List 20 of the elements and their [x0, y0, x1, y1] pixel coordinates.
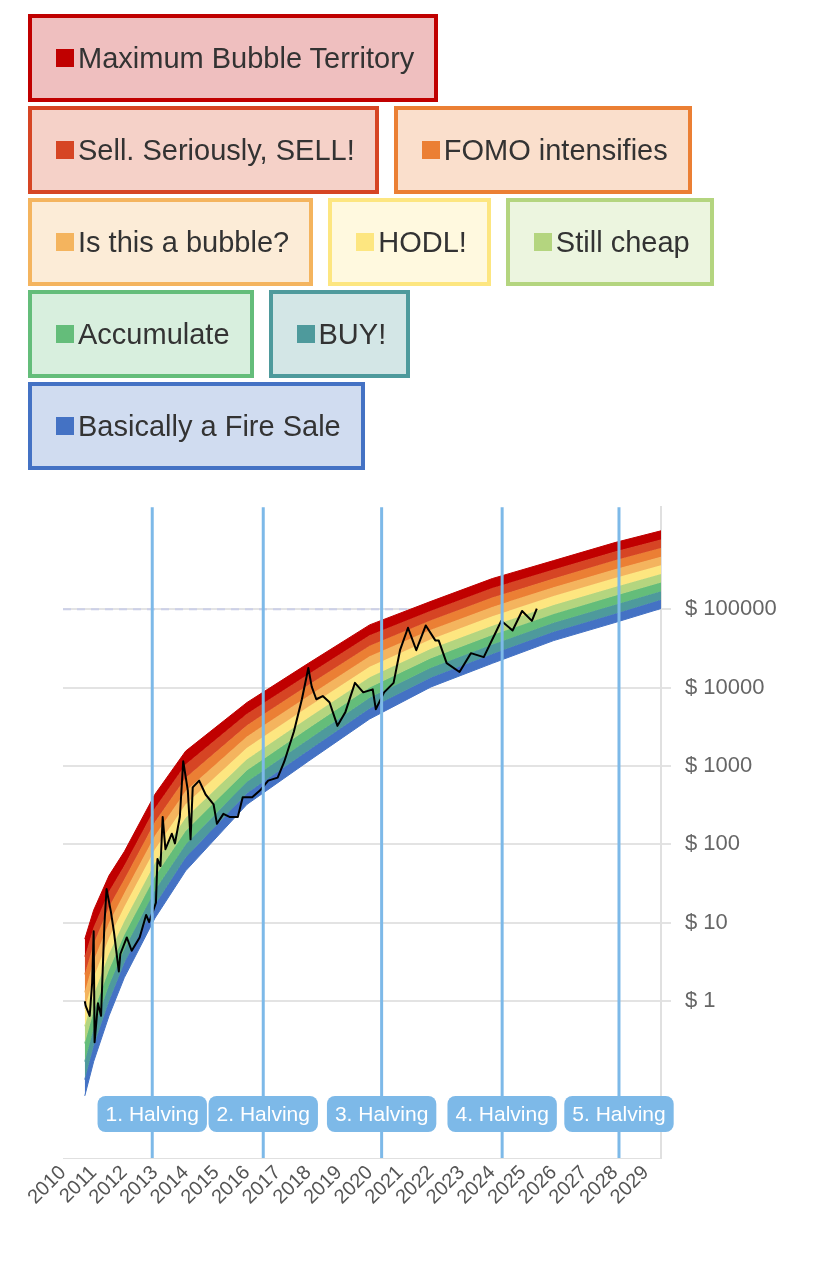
legend-label: Sell. Seriously, SELL!	[78, 134, 355, 166]
y-tick-label: $ 1	[685, 987, 716, 1013]
legend-label: Basically a Fire Sale	[78, 410, 341, 442]
legend-label: Maximum Bubble Territory	[78, 42, 415, 74]
y-tick-label: $ 100000	[685, 595, 777, 621]
y-tick-label: $ 100	[685, 830, 741, 856]
y-tick-label: $ 10000	[685, 673, 765, 699]
ref-line-label: 1. Halving	[105, 1101, 199, 1125]
legend-label: Is this a bubble?	[78, 226, 290, 258]
ref-line-label: 3. Halving	[334, 1101, 429, 1125]
y-tick-label: $ 10	[685, 908, 728, 934]
ref-line-label: 2. Halving	[216, 1101, 310, 1125]
ref-line-label: 4. Halving	[455, 1101, 549, 1125]
ref-line-label: 5. Halving	[572, 1101, 666, 1125]
legend-label: BUY!	[318, 318, 387, 350]
y-tick-label: $ 1000	[685, 752, 753, 778]
legend-label: Still cheap	[555, 226, 690, 258]
legend-label: Accumulate	[78, 318, 230, 350]
legend-label: FOMO intensifies	[443, 134, 668, 166]
legend-label: HODL!	[378, 226, 467, 258]
